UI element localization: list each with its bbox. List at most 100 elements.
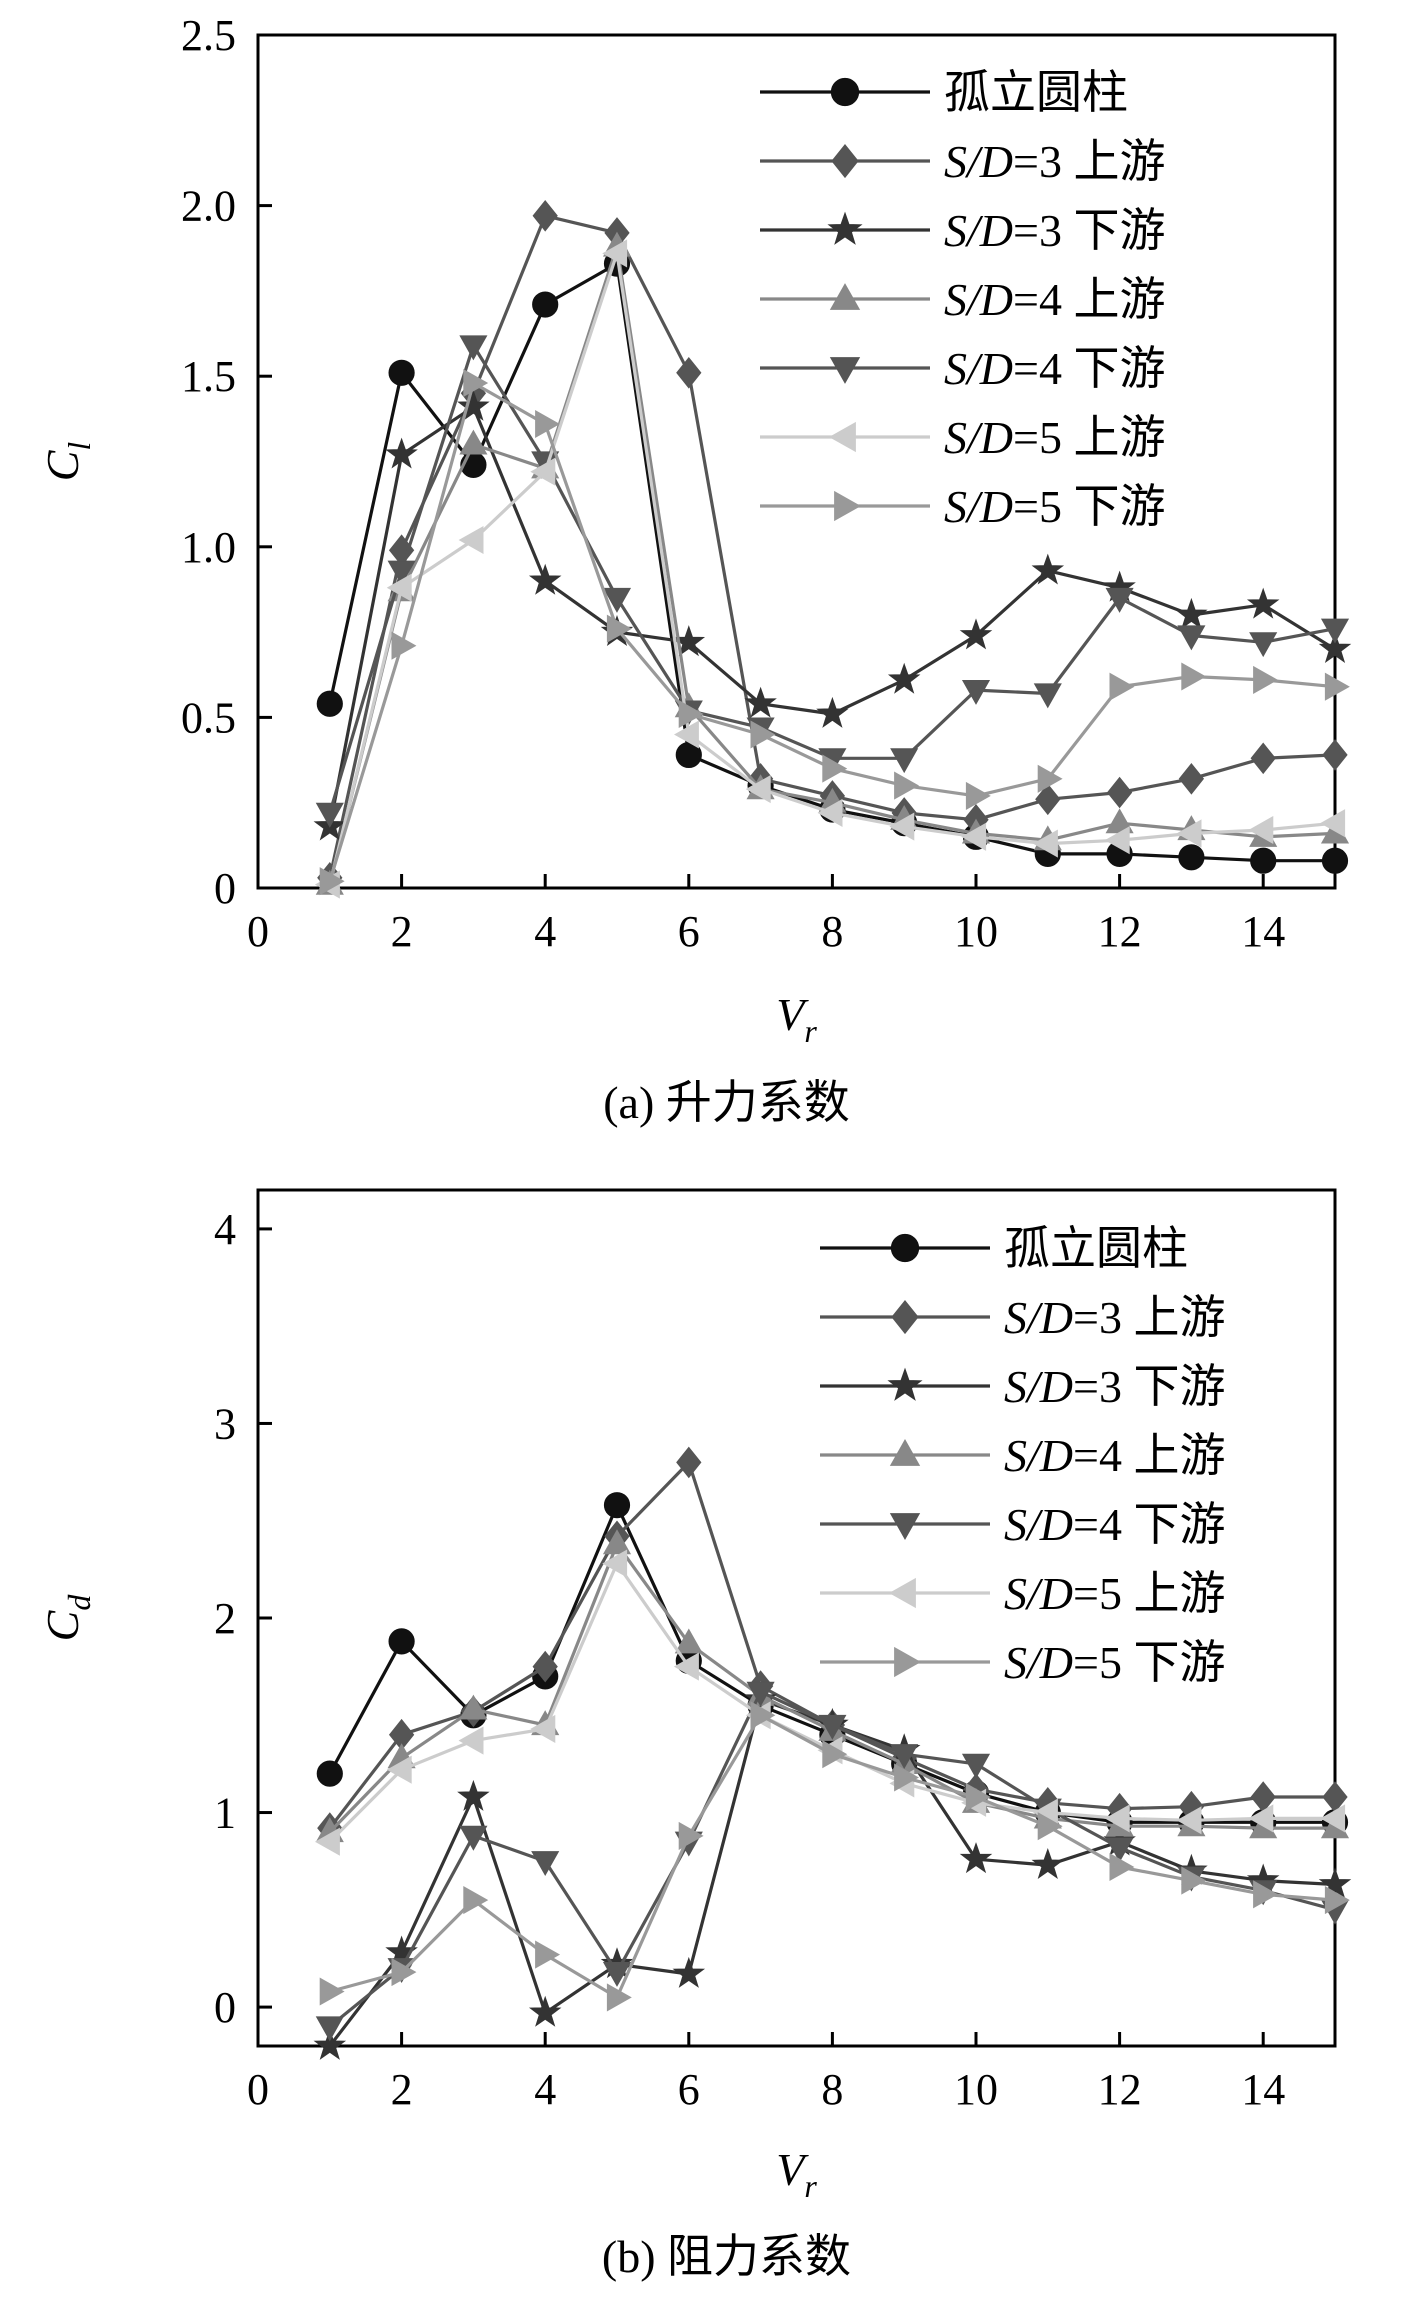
data-point — [391, 1958, 417, 1987]
legend-label-prefix: S/D — [944, 481, 1013, 532]
data-point — [1253, 1880, 1279, 1909]
legend-label: S/D=3 上游 — [944, 136, 1165, 187]
series-7 — [319, 1701, 1350, 2012]
data-point — [1031, 553, 1065, 585]
legend-label: S/D=5 下游 — [944, 481, 1165, 532]
data-point — [1104, 826, 1130, 855]
data-point — [530, 1714, 556, 1743]
y-tick-label: 2.5 — [181, 11, 236, 60]
data-point — [822, 754, 848, 783]
data-point — [1178, 762, 1205, 795]
x-axis-title-subscript: r — [804, 1013, 817, 1049]
legend-marker — [887, 1367, 923, 1401]
data-point — [459, 335, 488, 361]
data-point — [457, 389, 490, 421]
data-point — [391, 631, 417, 660]
data-point — [1037, 764, 1063, 793]
legend-label: S/D=5 上游 — [1004, 1568, 1225, 1619]
data-point — [745, 775, 771, 804]
series-group — [313, 199, 1352, 899]
data-point — [535, 409, 561, 439]
legend-marker — [829, 283, 861, 310]
data-point — [602, 1529, 632, 1555]
data-point — [1176, 1806, 1202, 1835]
data-point — [530, 457, 556, 486]
legend-label-suffix: =3 下游 — [1073, 1361, 1225, 1412]
legend-label-suffix: =3 上游 — [1073, 1292, 1225, 1343]
data-point — [532, 291, 559, 318]
legend-label: S/D=5 下游 — [1004, 1637, 1225, 1688]
data-point — [1320, 809, 1346, 838]
data-point — [961, 1753, 991, 1779]
legend-label-prefix: S/D — [1004, 1361, 1073, 1412]
data-point — [959, 1842, 993, 1874]
data-point — [385, 437, 418, 469]
data-point — [817, 798, 843, 827]
legend-label: 孤立圆柱 — [944, 67, 1128, 118]
series-5 — [315, 335, 1350, 828]
data-point — [1248, 1804, 1274, 1833]
x-tick-label: 4 — [534, 907, 556, 956]
data-point — [1105, 587, 1134, 613]
x-axis-title-subscript: r — [804, 2168, 817, 2204]
data-point — [822, 1740, 848, 1769]
legend-marker — [829, 357, 861, 384]
data-point — [315, 2016, 344, 2042]
data-point — [1175, 597, 1208, 629]
data-point — [750, 720, 776, 749]
data-point — [1248, 815, 1274, 845]
data-point — [1033, 683, 1062, 709]
legend-label: S/D=3 下游 — [944, 205, 1165, 256]
legend-label-prefix: S/D — [944, 343, 1013, 394]
legend-label-prefix: S/D — [1004, 1568, 1073, 1619]
data-point — [316, 1760, 343, 1787]
legend-label: 孤立圆柱 — [1004, 1223, 1188, 1274]
data-point — [676, 1446, 702, 1479]
data-point — [750, 1701, 776, 1730]
legend-marker — [831, 144, 859, 179]
data-point — [1318, 632, 1352, 664]
legend-marker — [827, 211, 863, 245]
data-point — [890, 748, 919, 774]
y-tick-label: 0.5 — [181, 693, 236, 742]
data-point — [387, 560, 416, 586]
data-point — [532, 199, 558, 232]
legend-label-prefix: S/D — [944, 136, 1013, 187]
data-point — [816, 696, 849, 728]
data-point — [1177, 625, 1206, 651]
y-axis-title: Cd — [37, 1594, 97, 1642]
data-point — [894, 771, 920, 800]
data-point — [887, 662, 921, 694]
data-point — [602, 1962, 632, 1987]
data-point — [890, 1744, 919, 1770]
data-point — [1250, 847, 1277, 874]
legend-marker — [834, 490, 862, 522]
data-point — [672, 1956, 706, 1988]
data-point — [463, 1886, 489, 1915]
legend-label-suffix: =4 下游 — [1073, 1499, 1225, 1550]
data-point — [1032, 829, 1058, 858]
y-tick-label: 3 — [214, 1399, 236, 1448]
data-point — [1324, 672, 1350, 701]
data-point — [459, 1825, 488, 1851]
legend-label-suffix: =5 下游 — [1013, 481, 1165, 532]
data-point — [386, 573, 412, 602]
data-point — [1246, 587, 1280, 619]
series-7 — [319, 368, 1350, 896]
chart-caption: (b) 阻力系数 — [602, 2231, 851, 2282]
data-point — [602, 1549, 628, 1578]
legend-label-suffix: 孤立圆柱 — [1004, 1223, 1188, 1274]
legend-label-suffix: =4 上游 — [1013, 274, 1165, 325]
data-point — [1178, 844, 1205, 871]
data-point — [1321, 847, 1349, 874]
data-point — [314, 1827, 340, 1856]
legend-label-prefix: S/D — [1004, 1637, 1073, 1688]
x-tick-label: 12 — [1098, 907, 1142, 956]
data-point — [1249, 632, 1278, 658]
legend-label-suffix: 孤立圆柱 — [944, 67, 1128, 118]
data-point — [674, 1628, 703, 1654]
x-tick-label: 10 — [954, 907, 998, 956]
data-point — [1320, 1804, 1346, 1833]
